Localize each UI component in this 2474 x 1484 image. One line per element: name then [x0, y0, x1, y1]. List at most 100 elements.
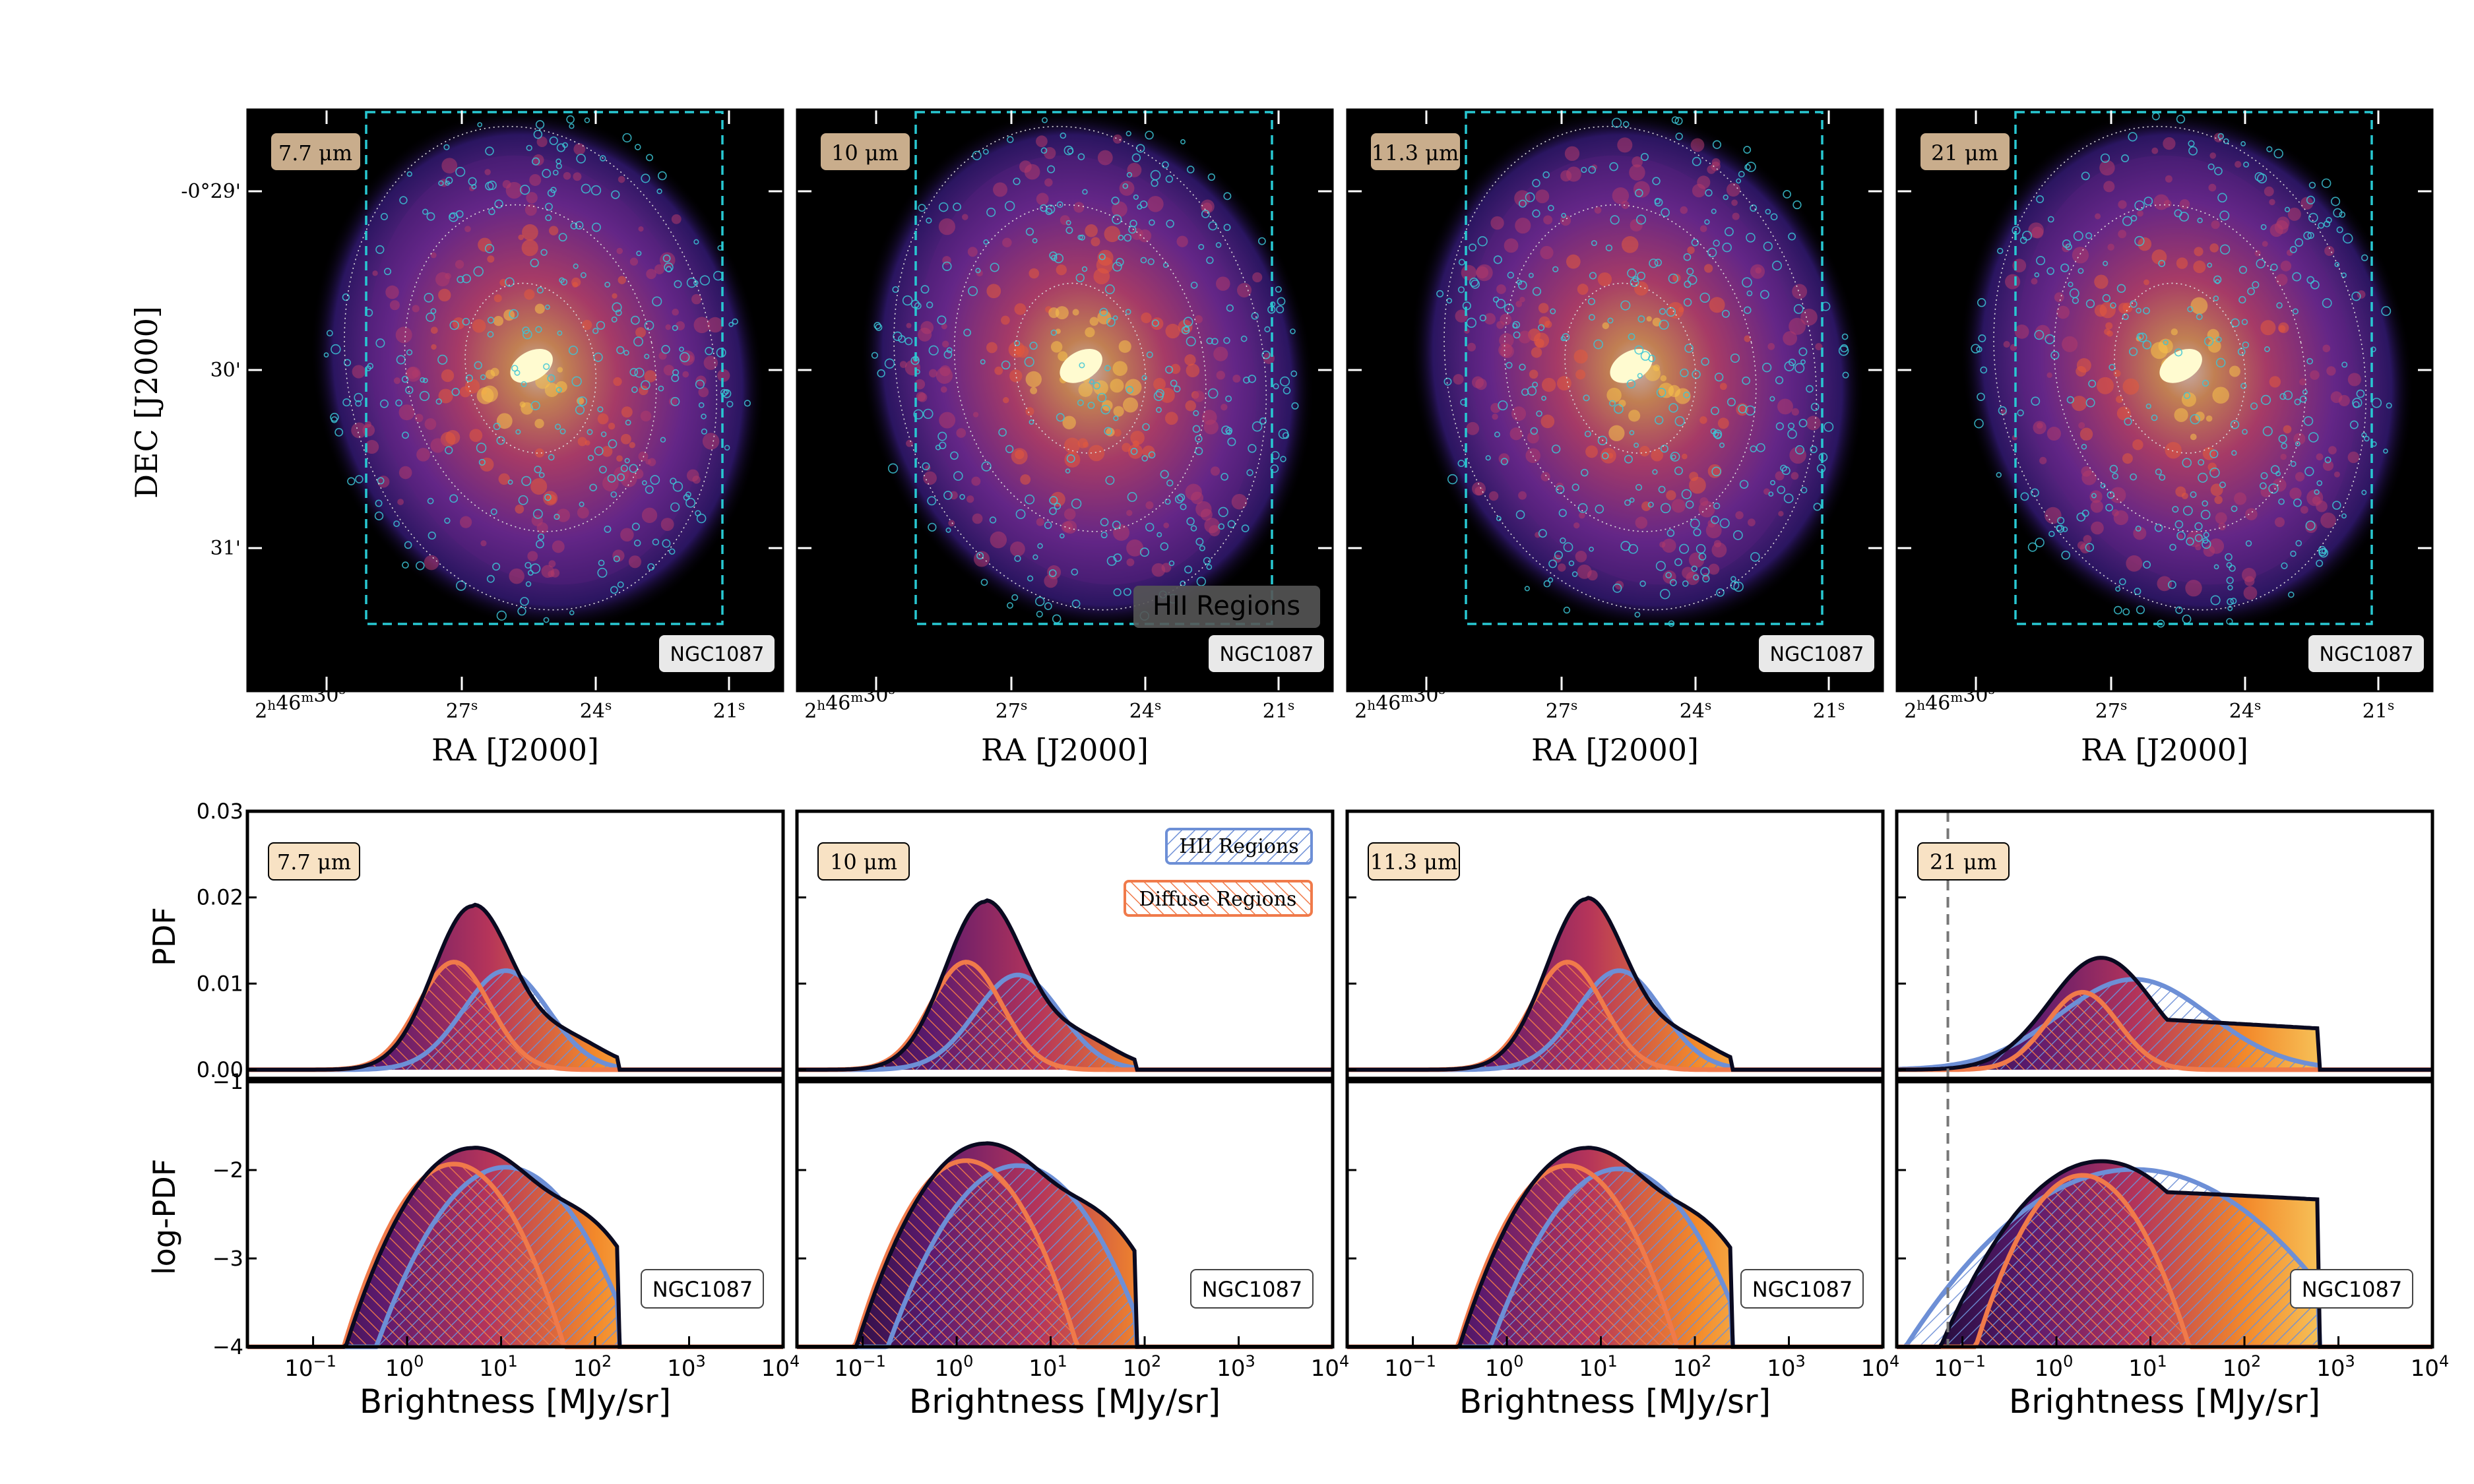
hii-contour — [728, 322, 734, 327]
hii-contour — [354, 392, 364, 402]
emission-knot — [2112, 509, 2119, 516]
legend-diffuse-swatch — [1124, 880, 1313, 917]
emission-knot — [2235, 160, 2242, 168]
hii-contour — [1629, 497, 1635, 503]
hii-contour — [629, 464, 638, 473]
hii-contour — [1246, 469, 1253, 476]
emission-knot — [1651, 448, 1664, 462]
emission-knot — [485, 369, 495, 379]
hii-contour — [686, 277, 697, 288]
hii-contour — [1568, 560, 1575, 567]
hii-contour — [1177, 493, 1186, 502]
hii-contour — [1721, 309, 1730, 318]
pdf-wavelength-label: 11.3 μm — [1370, 850, 1458, 875]
hii-contour — [1126, 131, 1131, 137]
hii-contour — [1184, 565, 1193, 574]
hii-contour — [511, 365, 519, 372]
hii-contour — [1524, 586, 1530, 592]
emission-knot — [1114, 429, 1122, 437]
hii-contour — [1532, 287, 1542, 296]
emission-knot — [2099, 160, 2115, 176]
hii-contour — [592, 222, 601, 232]
hii-contour — [1075, 273, 1085, 282]
emission-knot — [2177, 534, 2184, 540]
tick-part: 3 — [1796, 1352, 1806, 1371]
hii-contour — [918, 204, 926, 212]
hii-contour — [1186, 166, 1195, 173]
hii-contour — [2318, 545, 2326, 554]
hii-contour — [1705, 189, 1713, 197]
hii-contour — [2036, 195, 2045, 203]
radial-ellipse-1 — [1014, 282, 1147, 454]
hii-contour — [2155, 468, 2162, 476]
map-ylabel: DEC [J2000] — [129, 306, 164, 499]
emission-knot — [1044, 178, 1053, 187]
hii-contour — [465, 374, 473, 383]
tick-part: 3 — [2345, 1352, 2355, 1371]
map-wavelength-label: 7.7 μm — [278, 140, 352, 166]
hii-contour — [1977, 298, 1986, 307]
hii-contour — [1714, 373, 1724, 382]
hii-contour — [938, 202, 949, 212]
pdf-wavelength-box — [1917, 842, 2010, 881]
hii-contour — [535, 326, 542, 333]
hii-contour — [631, 315, 640, 325]
emission-knot — [438, 288, 451, 302]
logpdf-galaxy-label: NGC1087 — [1202, 1277, 1303, 1302]
emission-knot — [1104, 226, 1121, 243]
tick-part: 10 — [1029, 1355, 1057, 1382]
tick-part: 21 — [1813, 700, 1838, 723]
hii-contour — [1722, 242, 1732, 253]
hii-contour — [449, 320, 459, 330]
emission-knot — [2262, 241, 2268, 247]
hii-contour — [1696, 543, 1706, 554]
emission-knot — [1755, 267, 1762, 274]
emission-knot — [431, 344, 437, 350]
map-xtick-label: 21s — [1263, 697, 1294, 723]
hii-contour — [2231, 505, 2238, 512]
total-pdf-line — [797, 898, 1333, 1072]
hii-contour — [485, 181, 494, 191]
pdf-frame — [1895, 809, 2434, 1080]
emission-knot — [1085, 224, 1098, 237]
hii-contour — [1157, 532, 1162, 538]
hii-contour — [2143, 197, 2153, 206]
hii-contour — [552, 170, 559, 175]
hii-contour — [331, 416, 338, 423]
hii-pdf-hatch — [1347, 970, 1883, 1070]
hii-contour — [1162, 262, 1169, 268]
pdf-ylabel: PDF — [146, 907, 182, 966]
emission-knot — [608, 422, 616, 430]
emission-knot — [1707, 165, 1716, 174]
coverage-box — [1465, 111, 1824, 625]
emission-knot — [1511, 406, 1527, 421]
hii-contour — [1561, 212, 1567, 218]
hii-contour — [1548, 204, 1554, 212]
hii-contour — [1045, 208, 1053, 216]
hii-contour — [1571, 571, 1578, 577]
hii-contour — [2207, 163, 2215, 170]
tick-part: s — [605, 697, 612, 713]
hii-contour — [597, 567, 608, 578]
hii-contour — [608, 439, 618, 448]
emission-knot — [536, 136, 548, 147]
hii-contour — [1097, 392, 1107, 402]
emission-knot — [2118, 200, 2127, 209]
hii-contour — [1629, 430, 1635, 435]
emission-knot — [2096, 377, 2114, 394]
pdf-wavelength-badge: 10 μm — [817, 842, 910, 881]
hii-contour — [1183, 317, 1193, 327]
hii-contour — [998, 428, 1007, 437]
emission-knot — [633, 468, 644, 479]
hii-contour — [1066, 454, 1075, 463]
hii-contour — [2260, 472, 2268, 479]
hii-contour — [1104, 284, 1115, 295]
hii-contour — [1190, 525, 1197, 532]
emission-knot — [1476, 264, 1493, 282]
hii-contour — [2240, 141, 2246, 146]
emission-knot — [2039, 456, 2047, 464]
hii-contour — [1226, 304, 1234, 312]
emission-knot — [1001, 315, 1010, 325]
emission-knot — [481, 385, 498, 403]
hii-contour — [2279, 393, 2287, 400]
